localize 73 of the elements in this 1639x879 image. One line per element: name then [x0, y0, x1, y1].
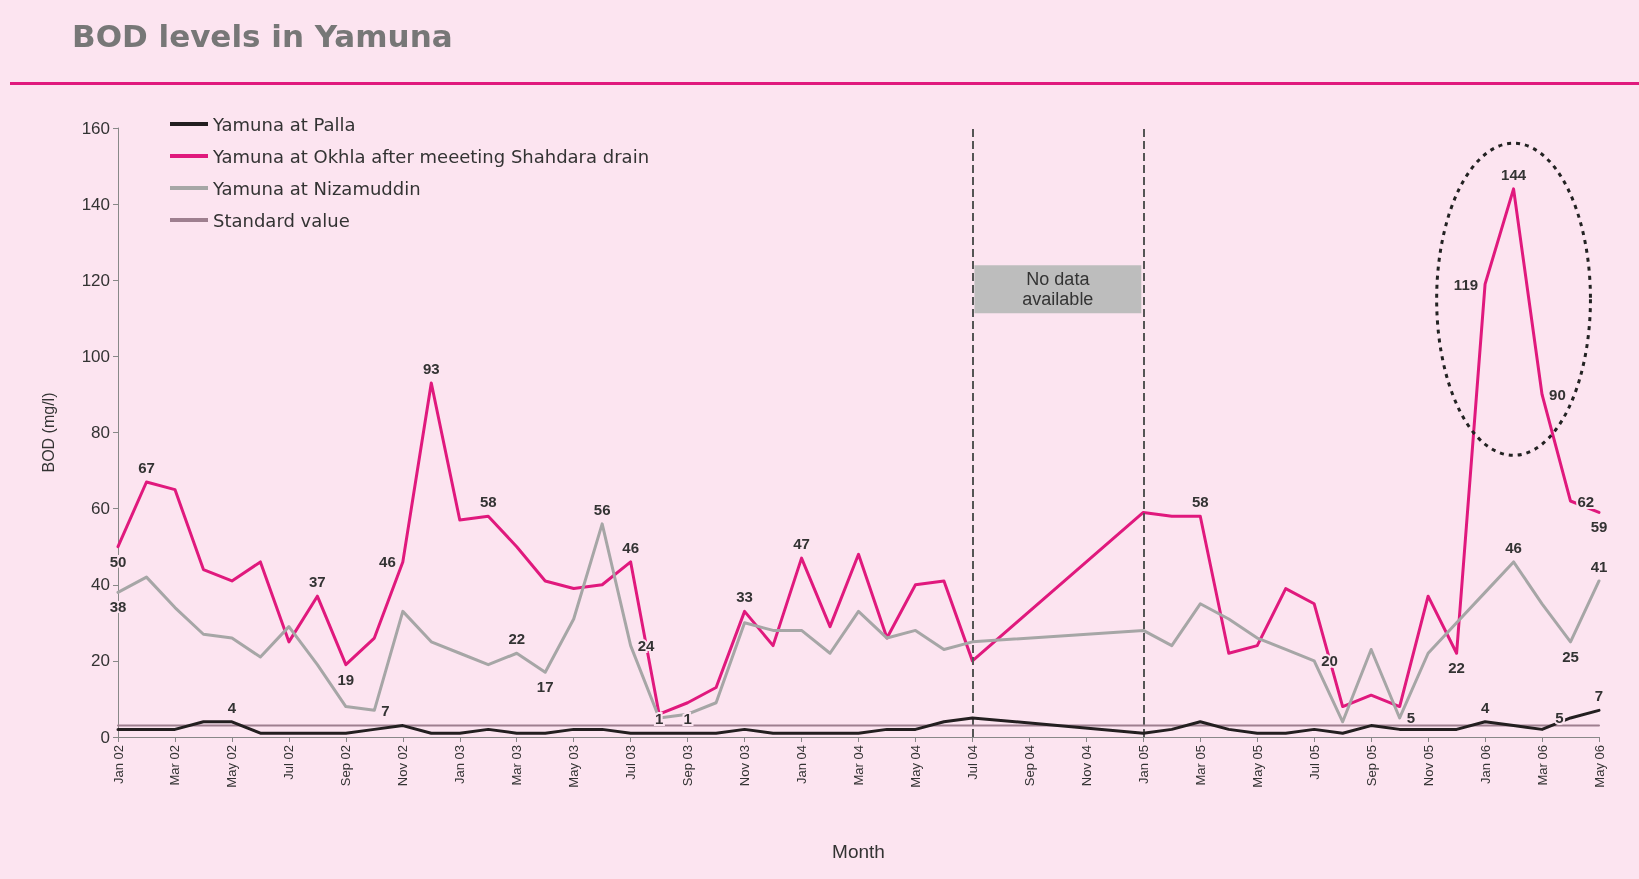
data-label: 4 [227, 698, 237, 716]
y-tick-label: 20 [91, 651, 110, 671]
x-tick-label: Jan 03 [452, 745, 468, 785]
data-label: 22 [508, 630, 526, 648]
data-label: 33 [736, 588, 753, 606]
x-tick-label: May 02 [224, 745, 240, 788]
y-tick-label: 140 [81, 194, 110, 214]
y-tick-label: 0 [100, 727, 110, 747]
x-tick-label: Mar 04 [851, 745, 866, 786]
x-tick-label: Sep 04 [1021, 745, 1037, 787]
y-tick-label: 60 [91, 499, 110, 519]
y-tick-label: 80 [91, 423, 110, 442]
data-label: 1 [683, 710, 692, 728]
data-label: 56 [593, 500, 611, 518]
chart-title: BOD levels in Yamuna [72, 18, 453, 54]
x-tick-label: Sep 02 [338, 745, 354, 787]
x-tick-label: Nov 04 [1078, 745, 1094, 787]
data-label: 90 [1549, 385, 1566, 403]
x-tick-label: Jul 05 [1306, 745, 1322, 780]
data-label: 4 [1480, 698, 1490, 716]
x-tick-label: Jan 05 [1135, 745, 1151, 785]
data-label: 46 [379, 553, 396, 571]
x-tick-label: Jul 04 [964, 745, 980, 780]
data-label: 46 [622, 538, 639, 556]
data-label: 17 [536, 678, 554, 696]
x-tick-label: Jan 02 [110, 745, 126, 785]
data-label: 19 [337, 670, 355, 688]
data-label: 62 [1577, 492, 1595, 510]
data-label: 22 [1448, 659, 1465, 677]
x-tick-label: Nov 03 [737, 745, 753, 787]
annotation: No data available [1022, 269, 1094, 310]
x-tick-label: May 03 [566, 745, 582, 788]
x-tick-label: Jan 06 [1477, 745, 1493, 785]
x-tick-label: May 04 [907, 745, 923, 788]
data-label: 58 [1191, 493, 1209, 511]
x-tick-label: Mar 03 [509, 745, 525, 786]
x-tick-label: Sep 05 [1363, 745, 1379, 787]
x-tick-label: Nov 05 [1420, 745, 1436, 787]
data-label: 7 [381, 701, 390, 719]
y-tick-label: 40 [91, 575, 110, 595]
x-tick-label: Mar 06 [1534, 745, 1550, 786]
y-tick-label: 100 [81, 346, 110, 366]
legend-label: Yamuna at Okhla after meeeting Shahdara drain [212, 145, 650, 167]
x-tick-label: May 05 [1249, 745, 1265, 788]
data-label: 41 [1590, 557, 1608, 575]
data-label: 59 [1590, 518, 1608, 536]
y-tick-label: 120 [81, 270, 110, 290]
x-tick-label: Nov 02 [395, 745, 411, 787]
data-label: 47 [793, 535, 810, 553]
x-axis-title: Month [832, 841, 885, 862]
x-tick-label: Jul 03 [623, 745, 639, 780]
legend-label: Yamuna at Palla [212, 113, 356, 135]
x-tick-label: Jul 02 [281, 745, 297, 780]
data-label: 144 [1501, 165, 1527, 183]
data-label: 46 [1505, 538, 1522, 556]
legend-label: Standard value [213, 209, 350, 231]
y-axis-title: BOD (mg/l) [39, 392, 57, 473]
x-tick-label: Mar 02 [167, 745, 183, 786]
x-tick-label: Sep 03 [680, 745, 696, 787]
x-tick-label: May 06 [1591, 745, 1607, 788]
data-label: 58 [479, 493, 497, 511]
data-label: 93 [422, 360, 440, 378]
data-label: 7 [1594, 687, 1604, 705]
data-label: 119 [1453, 275, 1479, 293]
y-tick-label: 160 [81, 118, 110, 138]
data-label: 5 [1406, 709, 1415, 727]
data-label: 67 [138, 458, 155, 476]
x-tick-label: Jan 04 [794, 745, 810, 785]
data-label: 25 [1562, 647, 1579, 665]
x-tick-label: Mar 05 [1192, 745, 1208, 786]
legend-label: Yamuna at Nizamuddin [212, 177, 421, 199]
data-label: 1 [654, 710, 664, 728]
data-label: 37 [309, 573, 326, 591]
